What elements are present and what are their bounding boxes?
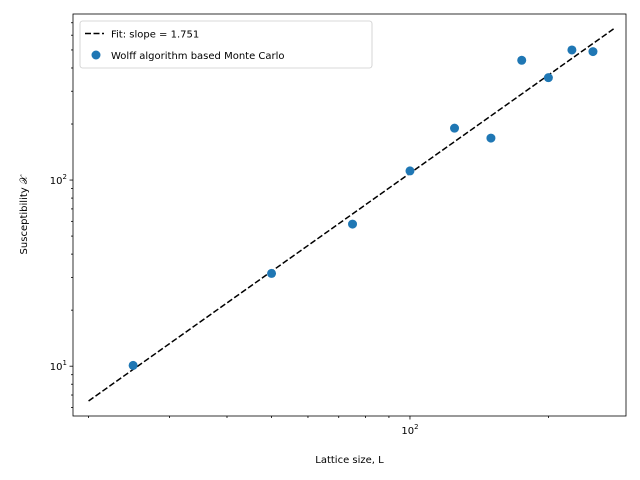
data-point [543, 73, 553, 83]
data-point [567, 45, 577, 55]
y-tick-label: 102 [50, 173, 67, 187]
tick-labels: 102 101 102 [50, 173, 419, 437]
x-axis-label: Lattice size, L [315, 455, 384, 466]
data-point [450, 123, 460, 133]
data-point [348, 219, 358, 229]
data-point [588, 47, 598, 57]
legend: Fit: slope = 1.751 Wolff algorithm based… [79, 20, 373, 69]
legend-fit-label: Fit: slope = 1.751 [111, 30, 199, 41]
legend-box [79, 20, 373, 69]
data-point [267, 268, 277, 278]
data-point [517, 55, 527, 65]
axis-ticks [69, 22, 549, 420]
x-tick-label: 102 [401, 423, 418, 437]
legend-scatter-label: Wolff algorithm based Monte Carlo [111, 51, 285, 62]
fit-line [88, 26, 617, 402]
data-point [128, 360, 138, 370]
scatter-points [128, 45, 598, 370]
legend-scatter-swatch [91, 50, 101, 60]
plot-frame [72, 13, 627, 417]
data-point [486, 133, 496, 143]
data-point [405, 166, 415, 176]
y-tick-label: 101 [50, 359, 67, 373]
y-axis-label: Susceptibility 𝒳 [19, 174, 30, 254]
